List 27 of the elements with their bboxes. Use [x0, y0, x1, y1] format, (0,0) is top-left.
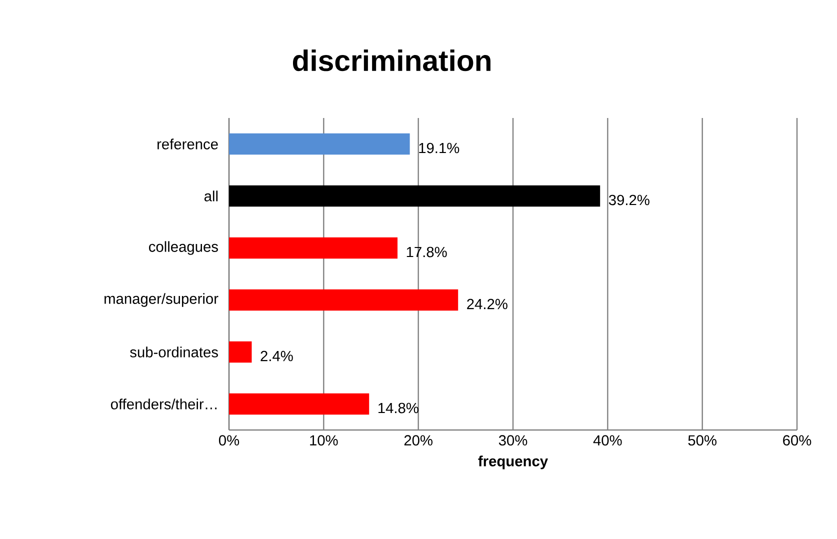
x-tick-label: 60% — [783, 435, 812, 446]
y-tick-label: offenders/their… — [110, 398, 217, 410]
x-tick-label: 0% — [218, 435, 240, 446]
x-axis-title: frequency — [478, 456, 548, 470]
data-label: 19.1% — [419, 142, 460, 154]
bar — [229, 341, 252, 363]
y-tick-label: sub-ordinates — [130, 346, 218, 358]
x-tick-label: 50% — [688, 435, 716, 446]
y-tick-label: manager/superior — [104, 293, 218, 307]
x-tick-label: 40% — [593, 435, 622, 446]
y-tick-label: colleagues — [149, 241, 218, 255]
data-label: 24.2% — [467, 298, 508, 310]
bar — [229, 185, 600, 207]
bar — [229, 133, 410, 155]
x-tick-label: 30% — [498, 435, 528, 446]
data-label: 17.8% — [406, 246, 447, 258]
data-label: 2.4% — [260, 350, 293, 362]
chart-title: discrimination — [292, 50, 490, 72]
bar — [229, 289, 458, 311]
data-label: 39.2% — [608, 194, 650, 206]
bar — [229, 237, 398, 259]
y-tick-label: all — [204, 190, 218, 202]
data-label: 14.8% — [378, 402, 418, 414]
bar — [229, 393, 370, 415]
x-tick-label: 10% — [310, 435, 338, 446]
x-tick-label: 20% — [404, 435, 432, 446]
y-tick-label: reference — [158, 138, 218, 150]
